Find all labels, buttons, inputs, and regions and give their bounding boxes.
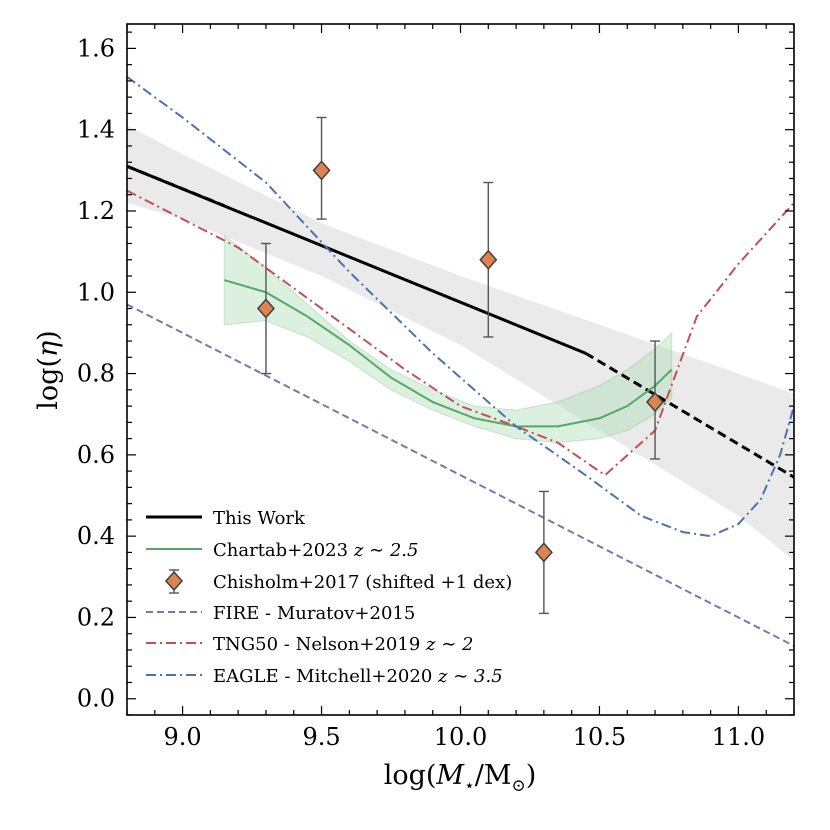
line-this-work-extrapolated-0 [127, 164, 225, 208]
y-tick-label: 1.0 [77, 278, 115, 306]
axis-ticks: 9.0 9.5 10.0 10.5 11.0 0.0 0.2 0.4 0.6 0.8 1.0 1.2 1… [77, 24, 795, 751]
legend-handle-chisholm [164, 569, 184, 594]
legend-label-fire: FIRE - Muratov+2015 [213, 603, 415, 624]
y-tick-label: 0.8 [77, 360, 115, 388]
data-point-chisholm-2017-shifted-1-dex-0 [256, 242, 275, 375]
x-tick-label: 10.0 [434, 723, 487, 751]
legend-label-this-work: This Work [213, 508, 306, 529]
x-tick-label: 10.5 [573, 723, 626, 751]
legend-label-tng50: TNG50 - Nelson+2019 z ∼ 2 [213, 634, 473, 655]
data-point-chisholm-2017-shifted-1-dex-1 [312, 116, 331, 220]
legend-label-eagle-name: EAGLE - Mitchell+2020 [213, 666, 432, 687]
data-point-chisholm-2017-shifted-1-dex-2 [479, 181, 498, 338]
marker [646, 391, 665, 413]
legend-label-chartab-name: Chartab+2023 [213, 540, 348, 561]
legend-label-chartab-z: z ∼ 2.5 [353, 540, 419, 561]
series-lines [127, 76, 794, 647]
y-tick-label: 0.6 [77, 441, 115, 469]
x-tick-label: 9.5 [302, 723, 340, 751]
y-tick-label: 1.2 [77, 197, 115, 225]
line-fire-muratov-2015 [127, 303, 794, 647]
legend-label-tng50-z: z ∼ 2 [425, 634, 473, 655]
y-tick-label: 0.4 [77, 522, 115, 550]
y-tick-label: 1.6 [77, 34, 115, 62]
legend-label-eagle-z: z ∼ 3.5 [437, 666, 503, 687]
line-this-work [127, 164, 587, 355]
band-chartab-2023 [223, 234, 673, 444]
line-eagle-mitchell-2020 [127, 76, 794, 538]
x-tick-label: 9.0 [163, 723, 201, 751]
line-this-work-extrapolated-1 [584, 351, 794, 479]
y-tick-label: 0.0 [77, 685, 115, 713]
x-tick-label: 11.0 [712, 723, 765, 751]
legend-label-chartab: Chartab+2023 z ∼ 2.5 [213, 540, 418, 561]
marker [534, 542, 553, 563]
data-point-chisholm-2017-shifted-1-dex-3 [534, 490, 553, 615]
x-axis-label: log(M⋆/M⊙) [384, 760, 537, 796]
plot-background [127, 24, 794, 715]
legend-label-eagle: EAGLE - Mitchell+2020 z ∼ 3.5 [213, 666, 503, 687]
line-chartab-2023 [223, 279, 673, 428]
marker [256, 298, 275, 319]
legend-label-chisholm: Chisholm+2017 (shifted +1 dex) [213, 572, 512, 593]
legend-label-tng50-name: TNG50 - Nelson+2019 [213, 634, 420, 655]
marker [479, 249, 498, 270]
line-tng50-nelson-2019 [127, 189, 794, 477]
legend: This Work Chartab+2023 z ∼ 2.5 Chisholm+… [146, 508, 512, 687]
y-axis-label: log(η) [33, 330, 64, 409]
data-markers [256, 116, 665, 615]
y-tick-label: 0.2 [77, 603, 115, 631]
y-tick-label: 1.4 [77, 116, 115, 144]
data-point-chisholm-2017-shifted-1-dex-4 [646, 340, 665, 460]
marker [312, 160, 331, 181]
